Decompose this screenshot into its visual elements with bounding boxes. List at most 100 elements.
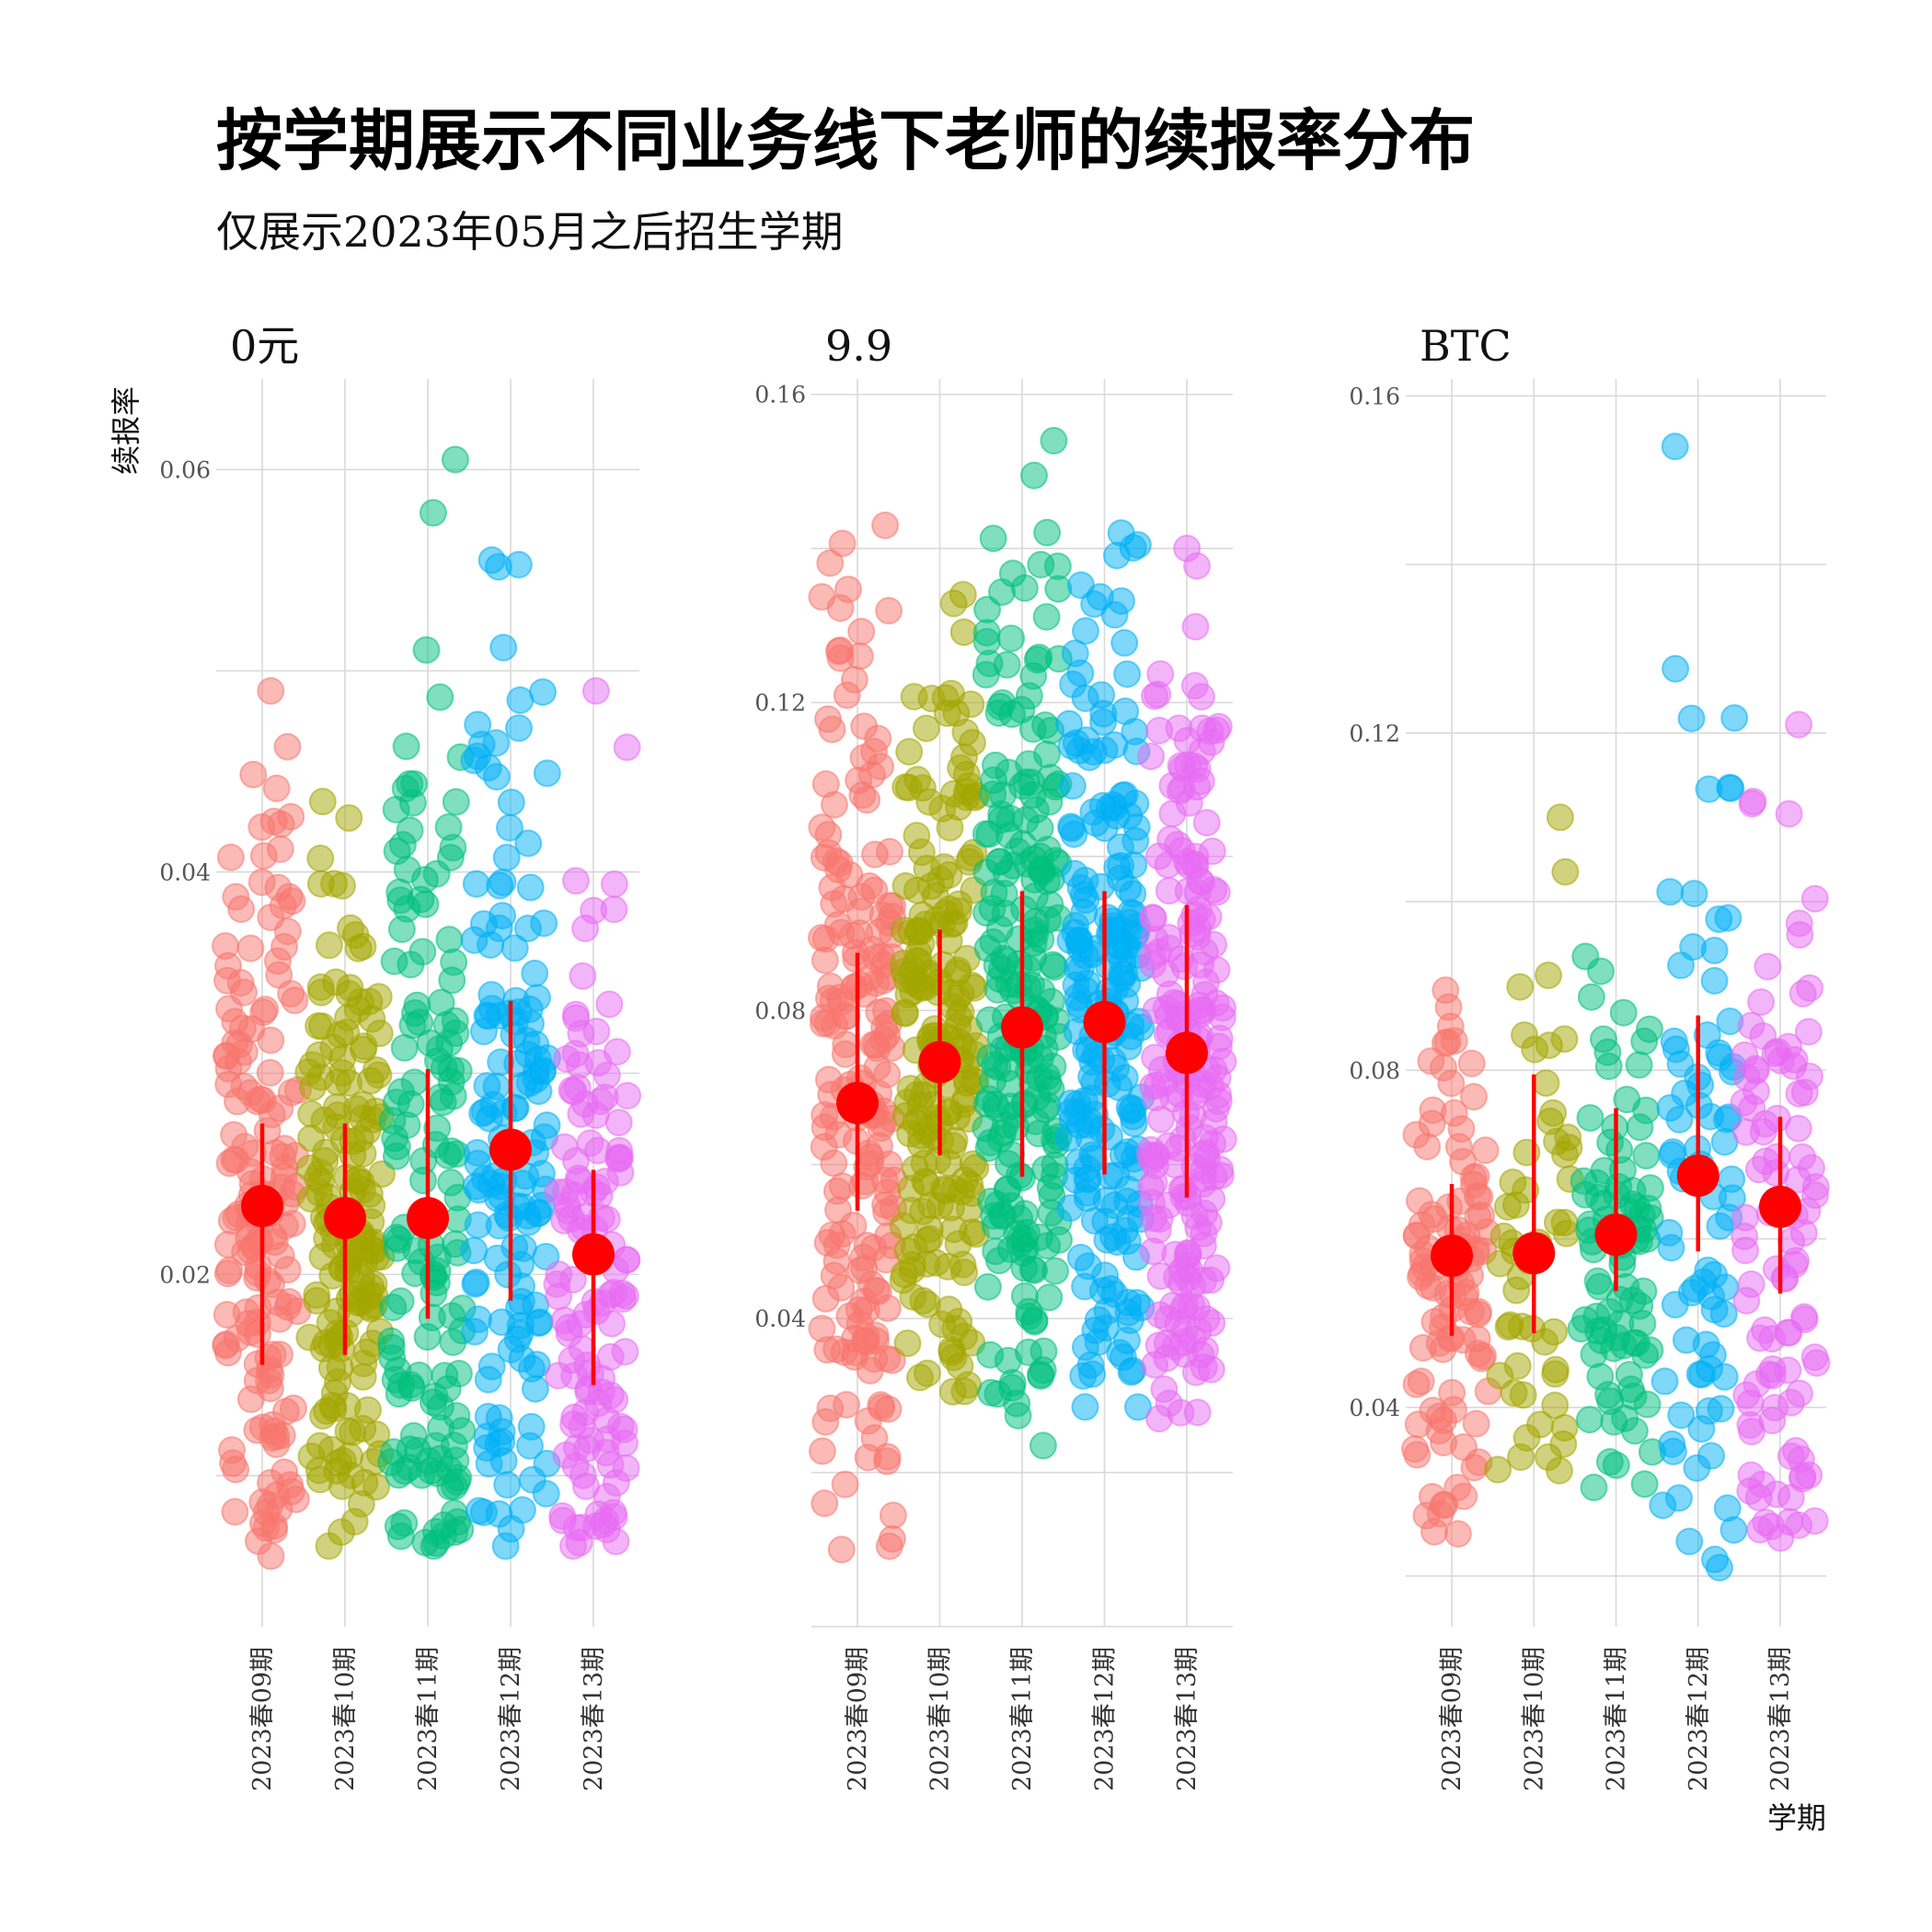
data-point <box>811 946 839 974</box>
data-point <box>1593 1038 1622 1066</box>
data-point <box>1577 983 1605 1011</box>
data-point <box>1700 967 1729 995</box>
data-point <box>894 774 923 802</box>
data-point <box>448 1417 477 1445</box>
data-point <box>1036 1173 1064 1202</box>
data-point <box>1779 1052 1808 1080</box>
data-point <box>1087 1046 1115 1074</box>
data-point <box>1112 1327 1141 1354</box>
data-point <box>1084 1328 1112 1356</box>
data-point <box>1020 1307 1049 1336</box>
data-point <box>1535 1031 1563 1060</box>
data-point <box>1632 1142 1661 1170</box>
data-point <box>1099 1223 1128 1251</box>
x-tick-label: 2023春13期 <box>580 1647 608 1791</box>
data-point <box>824 637 853 665</box>
data-point <box>875 596 903 625</box>
data-point <box>1701 1546 1729 1573</box>
data-point <box>572 1472 600 1501</box>
data-point <box>506 686 535 714</box>
data-point <box>506 1311 535 1340</box>
y-tick-label: 0.02 <box>159 1261 211 1288</box>
data-point <box>1152 995 1180 1023</box>
data-point <box>1033 518 1062 546</box>
data-point <box>879 1501 907 1530</box>
data-point <box>433 1141 462 1169</box>
y-tick-label: 0.04 <box>1349 1395 1400 1421</box>
data-point <box>408 937 437 966</box>
data-point <box>827 1535 856 1564</box>
x-tick-label: 2023春09期 <box>1438 1647 1466 1791</box>
data-point <box>891 872 920 900</box>
mean-point <box>572 1233 615 1276</box>
data-point <box>1612 1272 1640 1301</box>
data-point <box>1763 1143 1791 1171</box>
data-point <box>1181 613 1210 641</box>
data-point <box>944 897 972 926</box>
data-point <box>264 873 293 902</box>
data-point <box>1155 1191 1183 1219</box>
data-point <box>873 1294 902 1322</box>
data-point <box>1071 1393 1099 1421</box>
data-point <box>516 873 545 902</box>
data-point <box>271 1397 300 1426</box>
data-point <box>485 914 513 942</box>
data-point <box>1078 940 1107 969</box>
data-point <box>460 1236 489 1265</box>
data-point <box>986 693 1015 720</box>
data-point <box>1008 830 1037 858</box>
data-point <box>351 1468 379 1497</box>
data-point <box>1087 872 1115 901</box>
data-point <box>426 683 454 711</box>
data-point <box>262 774 291 802</box>
data-point <box>1058 814 1086 843</box>
data-point <box>1503 1351 1532 1380</box>
data-point <box>236 1318 265 1346</box>
x-tick-label: 2023春12期 <box>1685 1647 1713 1791</box>
data-point <box>1440 1098 1468 1127</box>
data-point <box>1020 1256 1049 1284</box>
x-tick-label: 2023春12期 <box>1091 1647 1120 1791</box>
data-point <box>811 1113 839 1142</box>
data-point <box>1018 781 1047 810</box>
data-point <box>1462 1162 1490 1190</box>
data-point <box>257 677 285 705</box>
data-point <box>1706 1212 1734 1240</box>
data-point <box>1100 1280 1129 1308</box>
data-point <box>443 1467 471 1496</box>
mean-point <box>1001 1006 1043 1049</box>
data-point <box>1698 1340 1727 1369</box>
data-point <box>1430 1429 1458 1456</box>
data-point <box>236 934 265 962</box>
mean-point <box>1676 1154 1719 1197</box>
data-point <box>524 1199 553 1226</box>
mean-point <box>1431 1234 1473 1277</box>
data-point <box>814 705 842 733</box>
data-point <box>1800 1507 1829 1535</box>
data-point <box>420 1279 448 1307</box>
data-point <box>317 1353 346 1382</box>
data-point <box>1732 1381 1761 1409</box>
data-point <box>840 973 868 1002</box>
data-point <box>1801 1181 1829 1209</box>
data-point <box>1576 1104 1604 1133</box>
data-point <box>1662 654 1690 683</box>
data-point <box>508 1496 536 1524</box>
data-point <box>1586 1363 1615 1391</box>
data-point <box>821 790 848 819</box>
data-point <box>1153 1328 1181 1357</box>
data-point <box>1158 799 1187 828</box>
data-point <box>857 761 886 789</box>
data-point <box>505 714 533 742</box>
data-point <box>430 1054 458 1083</box>
data-point <box>878 1524 906 1553</box>
data-point <box>1650 1367 1679 1396</box>
data-point <box>1002 1113 1030 1142</box>
data-point <box>1680 880 1708 908</box>
data-point <box>257 1361 285 1389</box>
data-point <box>461 1270 489 1298</box>
data-point <box>1119 534 1147 562</box>
data-point <box>482 763 511 791</box>
data-point <box>1174 1264 1202 1293</box>
data-point <box>864 724 892 753</box>
